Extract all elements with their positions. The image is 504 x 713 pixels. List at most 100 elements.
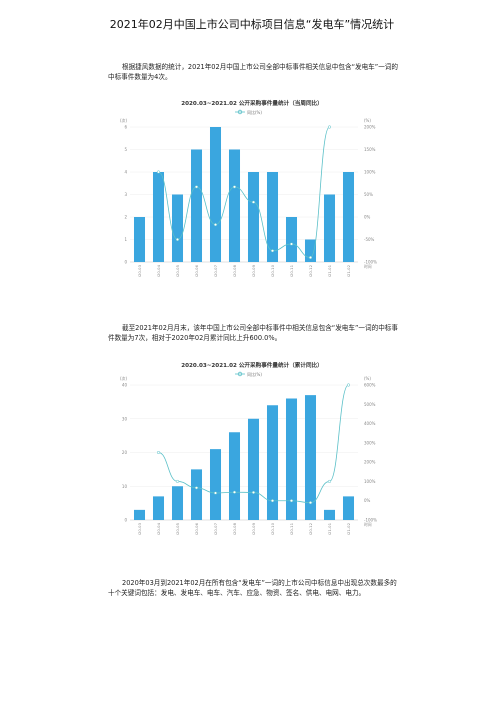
- yoy-point: [251, 490, 256, 494]
- x-tick-label: 2020-04: [156, 522, 161, 535]
- yoy-point: [346, 383, 351, 387]
- y2-tick-label: 150%: [364, 147, 376, 152]
- left-axis-unit: (次): [120, 375, 128, 381]
- y2-tick-label: 200%: [364, 125, 376, 130]
- yoy-point: [289, 242, 294, 246]
- legend-label: 同比(%): [247, 371, 262, 377]
- x-tick-label: 2020-09: [251, 522, 256, 535]
- x-axis-unit: 时间: [364, 522, 372, 527]
- x-tick-label: 2020-07: [213, 522, 218, 535]
- bar: [152, 172, 165, 262]
- x-tick-label: 2021-02: [346, 264, 351, 277]
- paragraph-1-text: 根据捷风数据的统计，2021年02月中国上市公司全部中标事件相关信息中包含“发电…: [108, 63, 398, 81]
- page-title: 2021年02月中国上市公司中标项目信息“发电车”情况统计: [109, 18, 395, 31]
- bar: [285, 217, 298, 262]
- chart-title: 2020.03~2021.02 公开采购事件量统计（累计同比）: [181, 361, 323, 369]
- bar: [266, 405, 279, 520]
- yoy-point: [156, 450, 161, 455]
- x-tick-label: 2020-09: [251, 264, 256, 277]
- y-tick-label: 20: [122, 450, 128, 455]
- y-tick-label: 5: [124, 147, 127, 152]
- bar: [190, 149, 203, 262]
- y2-tick-label: 100%: [364, 479, 376, 484]
- yoy-point: [251, 200, 256, 204]
- y2-tick-label: -100%: [364, 260, 377, 265]
- bar: [247, 418, 260, 520]
- bar: [171, 194, 184, 262]
- x-tick-label: 2020-05: [175, 522, 180, 535]
- y-tick-label: 10: [122, 484, 128, 489]
- paragraph-2: 截至2021年02月月末，该年中国上市公司全部中标事件中相关信息包含“发电车”一…: [108, 323, 403, 343]
- y2-tick-label: -50%: [364, 237, 375, 242]
- bar: [171, 486, 184, 520]
- bar: [342, 496, 355, 520]
- y-tick-label: 0: [124, 518, 127, 523]
- left-axis-unit: (次): [120, 117, 128, 123]
- bar: [133, 217, 146, 262]
- x-tick-label: 2020-11: [289, 264, 294, 277]
- yoy-point: [289, 499, 294, 503]
- x-tick-label: 2020-08: [232, 522, 237, 535]
- yoy-point: [194, 486, 199, 490]
- y-tick-label: 0: [124, 260, 127, 265]
- x-tick-label: 2021-01: [327, 522, 332, 535]
- bar: [323, 194, 336, 262]
- yoy-point: [327, 479, 332, 483]
- y-tick-label: 30: [122, 416, 128, 421]
- right-axis-unit: (%): [364, 118, 371, 123]
- x-tick-label: 2020-06: [194, 264, 199, 277]
- yoy-point: [232, 490, 237, 494]
- x-tick-label: 2020-08: [232, 264, 237, 277]
- bar: [133, 509, 146, 520]
- yoy-point: [270, 499, 275, 503]
- bar: [228, 149, 241, 262]
- chart-monthly-yoy: 2020.03~2021.02 公开采购事件量统计（当周同比） 同比(%) (次) (…: [120, 99, 377, 277]
- yoy-point: [270, 249, 275, 253]
- paragraph-3: 2020年03月到2021年02月在所有包含“发电车”一词的上市公司中标信息中出…: [108, 578, 403, 598]
- yoy-point: [308, 255, 313, 260]
- right-axis-unit: (%): [364, 376, 371, 381]
- bar: [285, 398, 298, 520]
- y-tick-label: 4: [124, 170, 127, 175]
- y2-tick-label: 0%: [364, 215, 371, 220]
- bar: [323, 509, 336, 520]
- bar: [304, 239, 317, 262]
- chart-cumulative-yoy: 2020.03~2021.02 公开采购事件量统计（累计同比） 同比(%) (次) (…: [120, 361, 377, 535]
- chart-title: 2020.03~2021.02 公开采购事件量统计（当周同比）: [181, 99, 323, 107]
- y2-tick-label: 500%: [364, 402, 376, 407]
- x-tick-label: 2020-06: [194, 522, 199, 535]
- yoy-point: [308, 501, 313, 505]
- bar: [342, 172, 355, 262]
- y-tick-label: 6: [124, 125, 127, 130]
- y2-tick-label: 300%: [364, 440, 376, 445]
- yoy-line: [158, 384, 349, 504]
- y2-tick-label: 100%: [364, 170, 376, 175]
- bar: [304, 395, 317, 520]
- y2-tick-label: 200%: [364, 460, 376, 465]
- x-tick-label: 2020-05: [175, 264, 180, 277]
- x-tick-label: 2020-12: [308, 264, 313, 277]
- yoy-line: [158, 126, 330, 258]
- yoy-point: [194, 185, 199, 189]
- y2-tick-label: 0%: [364, 498, 371, 503]
- bar: [152, 496, 165, 520]
- yoy-point: [156, 170, 161, 174]
- x-tick-label: 2020-12: [308, 522, 313, 535]
- y2-tick-label: 50%: [364, 192, 373, 197]
- yoy-point: [232, 185, 237, 189]
- yoy-point: [175, 479, 180, 483]
- x-tick-label: 2020-03: [137, 264, 142, 277]
- y2-tick-label: 600%: [364, 383, 376, 388]
- x-tick-label: 2020-04: [156, 264, 161, 277]
- x-axis-unit: 时间: [364, 264, 372, 269]
- x-tick-label: 2020-10: [270, 522, 275, 535]
- bar: [190, 469, 203, 520]
- bar: [228, 432, 241, 520]
- yoy-point: [213, 491, 218, 495]
- paragraph-2-text: 截至2021年02月月末，该年中国上市公司全部中标事件中相关信息包含“发电车”一…: [108, 324, 398, 342]
- x-tick-label: 2021-02: [346, 522, 351, 535]
- y-tick-label: 3: [124, 192, 127, 197]
- y-tick-label: 40: [122, 383, 128, 388]
- y-tick-label: 1: [124, 237, 127, 242]
- yoy-point: [213, 223, 218, 227]
